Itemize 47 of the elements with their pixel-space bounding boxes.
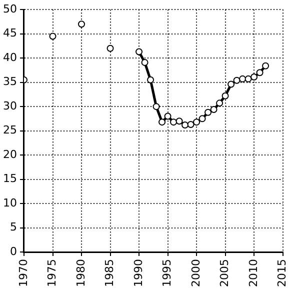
- x-tick-label: 1980: [74, 259, 88, 288]
- y-tick-label: 45: [2, 26, 17, 40]
- x-tick-label: 1970: [16, 259, 30, 288]
- y-tick-label: 25: [2, 124, 17, 137]
- point: [198, 115, 206, 122]
- point: [250, 73, 258, 80]
- point: [152, 103, 160, 110]
- y-tick-label: 30: [2, 99, 17, 112]
- point: [216, 100, 224, 107]
- y-tick-label: 40: [2, 50, 17, 64]
- y-tick-label: 5: [10, 220, 17, 234]
- x-tick-label: 1975: [46, 259, 59, 288]
- point: [49, 32, 56, 40]
- point: [228, 80, 235, 88]
- point: [233, 76, 240, 84]
- x-tick-label: 2015: [276, 259, 289, 288]
- x-tick-label: 1995: [160, 259, 174, 288]
- point: [256, 69, 264, 76]
- point: [239, 75, 246, 82]
- point: [136, 48, 143, 56]
- point: [78, 20, 86, 28]
- y-tick-label: 50: [2, 2, 17, 16]
- y-tick-label: 35: [2, 75, 17, 88]
- y-tick-label: 10: [2, 196, 17, 210]
- y-tick-label: 15: [2, 172, 17, 186]
- point: [170, 118, 178, 126]
- point: [187, 121, 194, 128]
- point: [222, 92, 229, 100]
- x-tick-label: 1990: [132, 259, 145, 288]
- point: [210, 106, 218, 113]
- point: [244, 75, 252, 82]
- point: [193, 118, 200, 126]
- point: [182, 121, 189, 128]
- y-tick-label: 20: [2, 148, 17, 161]
- x-tick-label: 2005: [218, 259, 232, 288]
- point: [147, 76, 154, 84]
- x-tick-label: 1985: [103, 259, 116, 288]
- y-tick-label: 0: [10, 244, 17, 258]
- point: [106, 44, 114, 52]
- x-tick-label: 2000: [189, 259, 202, 288]
- x-tick-label: 2010: [246, 259, 260, 288]
- point: [204, 108, 212, 116]
- point: [141, 58, 148, 66]
- point: [262, 62, 270, 70]
- point: [176, 118, 183, 125]
- point: [158, 118, 166, 126]
- point: [164, 112, 172, 120]
